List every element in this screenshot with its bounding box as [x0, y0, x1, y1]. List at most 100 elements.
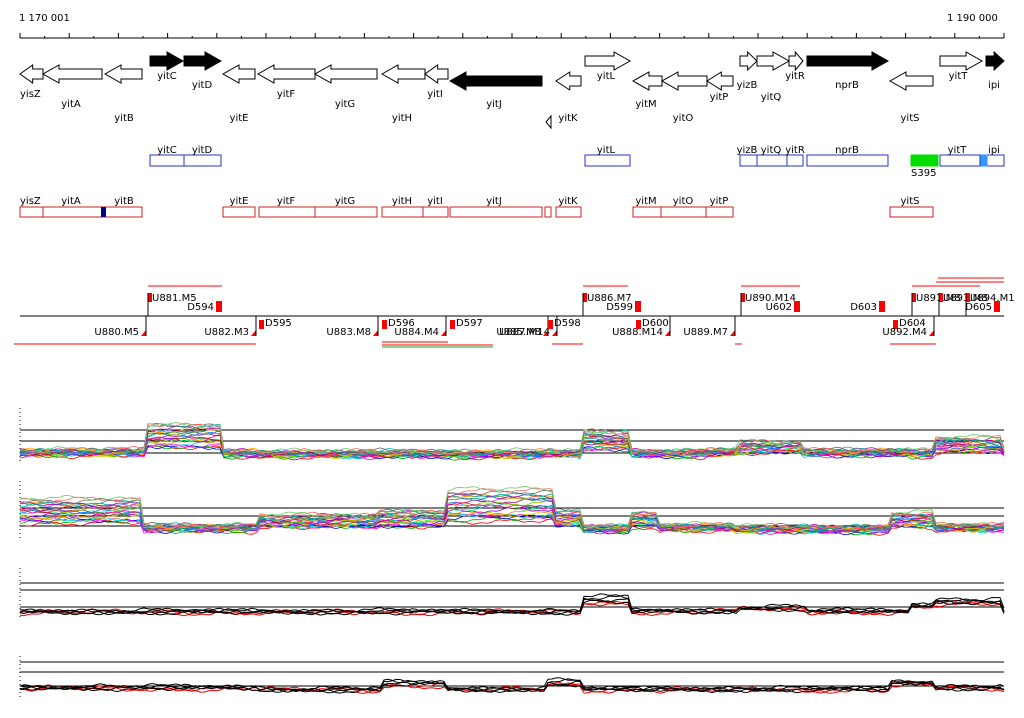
blue-operon-label: yitC	[157, 145, 177, 156]
red-operon-segment[interactable]	[422, 206, 449, 218]
feature-marker[interactable]	[251, 330, 256, 336]
gene-arrow-yitM[interactable]	[631, 71, 663, 91]
feature-marker[interactable]	[636, 320, 641, 329]
red-operon-label: yitP	[710, 196, 729, 207]
expression-profile-line	[19, 492, 1005, 531]
feature-marker[interactable]	[373, 330, 378, 336]
feature-marker[interactable]	[635, 301, 641, 312]
red-operon-segment[interactable]	[19, 206, 44, 218]
red-operon-segment[interactable]	[381, 206, 424, 218]
gene-arrow-yitS[interactable]	[888, 71, 934, 91]
feature-marker[interactable]	[552, 330, 557, 336]
feature-label: D599	[606, 302, 633, 313]
gene-arrow-yitI[interactable]	[424, 64, 449, 84]
red-operon-segment[interactable]	[449, 206, 543, 218]
gene-arrow-yitH[interactable]	[380, 64, 426, 84]
red-operon-label: yitK	[558, 196, 578, 207]
red-operon-label: yitO	[673, 196, 694, 207]
feature-marker[interactable]	[583, 293, 587, 302]
feature-marker[interactable]	[543, 330, 548, 336]
feature-label: D594	[187, 302, 214, 313]
feature-marker[interactable]	[893, 320, 898, 329]
feature-marker[interactable]	[994, 301, 1000, 312]
gene-label-yitR: yitR	[785, 71, 805, 82]
expression-panel-3	[19, 568, 1005, 620]
gene-arrow-yitA[interactable]	[41, 64, 103, 84]
red-operon-segment[interactable]	[314, 206, 378, 218]
blue-operon-segment[interactable]	[939, 154, 981, 167]
gene-arrow-yitF[interactable]	[256, 64, 316, 84]
feature-marker[interactable]	[966, 293, 970, 302]
blue-operon-label: yitR	[785, 145, 805, 156]
feature-marker[interactable]	[382, 320, 387, 329]
gene-arrow-yitB[interactable]	[103, 64, 143, 84]
gene-arrow-yitL[interactable]	[584, 51, 632, 71]
feature-marker[interactable]	[259, 320, 264, 329]
red-operon-segment[interactable]	[889, 206, 934, 218]
yitK-small-arrow	[545, 114, 552, 130]
gene-label-yitL: yitL	[597, 71, 616, 82]
feature-marker[interactable]	[548, 320, 553, 329]
red-operon-segment[interactable]	[258, 206, 316, 218]
red-operon-segment[interactable]	[632, 206, 662, 218]
blue-operon-segment[interactable]	[756, 154, 788, 167]
gene-arrow-yitD[interactable]	[183, 51, 223, 71]
gene-arrow-yitG[interactable]	[313, 64, 378, 84]
blue-operon-label: yitL	[597, 145, 616, 156]
feature-marker[interactable]	[665, 330, 670, 336]
gene-label-yitD: yitD	[192, 80, 213, 91]
feature-marker[interactable]	[441, 330, 446, 336]
gene-label-yitM: yitM	[635, 99, 656, 110]
blue-operon-label: yitQ	[761, 145, 782, 156]
blue-operon-label: yitD	[192, 145, 213, 156]
green-feature-box[interactable]	[910, 154, 939, 167]
gene-arrow-ipi[interactable]	[985, 50, 1005, 72]
blue-operon-segment[interactable]	[786, 154, 804, 167]
gene-arrow-yitQ[interactable]	[756, 51, 791, 71]
red-operon-label: yitS	[901, 196, 920, 207]
gene-arrow-yitO[interactable]	[660, 71, 708, 91]
feature-marker[interactable]	[939, 293, 943, 302]
feature-marker[interactable]	[730, 330, 735, 336]
gene-arrow-yitE[interactable]	[221, 64, 256, 84]
gene-label-yitT: yitT	[949, 71, 969, 82]
feature-marker[interactable]	[879, 301, 885, 312]
gene-arrow-yitR[interactable]	[788, 50, 804, 72]
gene-label-yitJ: yitJ	[486, 99, 502, 110]
gene-arrow-yitJ[interactable]	[448, 71, 543, 91]
gene-arrow-yitC[interactable]	[149, 51, 185, 71]
blue-operon-segment[interactable]	[806, 154, 889, 167]
blue-operon-label: yitT	[948, 145, 968, 156]
red-operon-segment[interactable]	[555, 206, 582, 218]
feature-marker[interactable]	[216, 301, 222, 312]
expression-profile-line	[19, 423, 1005, 456]
red-operon-segment[interactable]	[101, 206, 143, 218]
feature-marker[interactable]	[148, 293, 152, 302]
blue-operon-segment[interactable]	[739, 154, 758, 167]
feature-label: U883.M8	[326, 327, 371, 338]
red-operon-segment[interactable]	[544, 206, 552, 218]
red-operon-segment[interactable]	[222, 206, 256, 218]
gene-label-yitE: yitE	[230, 113, 249, 124]
gene-arrow-yitK[interactable]	[555, 71, 582, 91]
gene-label-yitA: yitA	[61, 99, 81, 110]
end-coordinate: 1 190 000	[947, 13, 998, 24]
feature-marker[interactable]	[141, 330, 146, 336]
blue-operon-segment[interactable]	[183, 154, 222, 167]
gene-arrow-yitP[interactable]	[706, 71, 734, 91]
feature-marker[interactable]	[912, 293, 916, 302]
red-operon-segment[interactable]	[660, 206, 707, 218]
feature-marker[interactable]	[741, 293, 745, 302]
gene-arrow-nprB[interactable]	[806, 51, 890, 71]
gene-arrow-yitT[interactable]	[939, 51, 984, 71]
gene-arrow-yizB[interactable]	[739, 50, 758, 72]
feature-marker[interactable]	[929, 330, 934, 336]
feature-marker[interactable]	[450, 320, 455, 329]
gene-arrow-yisZ[interactable]	[19, 64, 44, 84]
blue-operon-segment[interactable]	[584, 154, 631, 167]
blue-operon-segment[interactable]	[979, 154, 1005, 167]
red-operon-segment[interactable]	[42, 206, 103, 218]
feature-marker[interactable]	[794, 301, 800, 312]
blue-operon-segment[interactable]	[149, 154, 185, 167]
red-operon-segment[interactable]	[705, 206, 734, 218]
